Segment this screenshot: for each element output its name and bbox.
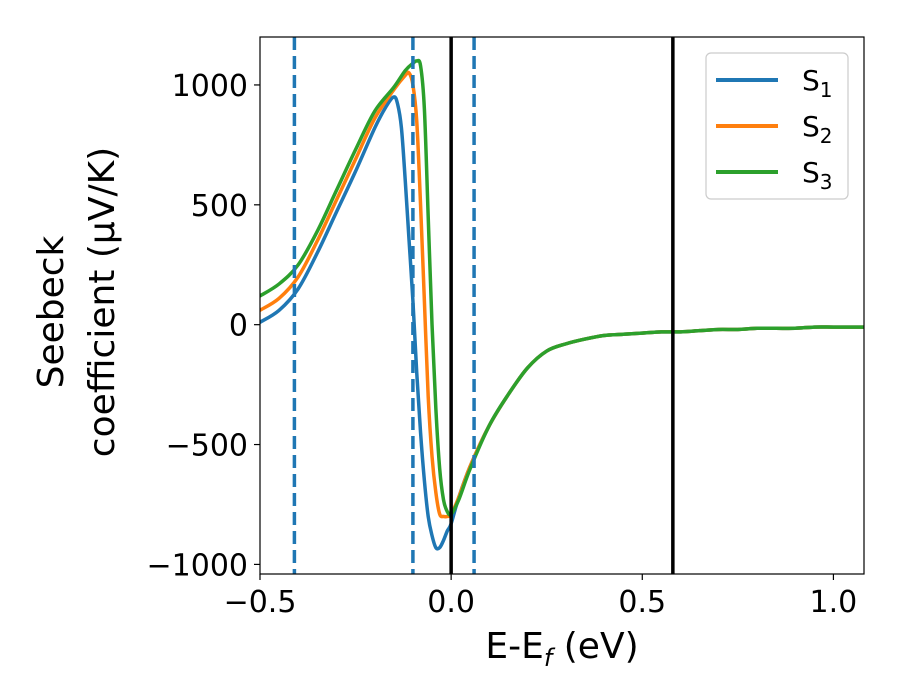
legend-label-s1: S1 bbox=[802, 64, 833, 102]
y-tick-label: 0 bbox=[229, 309, 248, 344]
y-axis-ticks: −1000 −500 0 500 1000 bbox=[147, 69, 260, 583]
x-axis-ticks: −0.5 0.0 0.5 1.0 bbox=[224, 574, 858, 620]
series-line-s3 bbox=[260, 58, 864, 517]
x-tick-label: 0.5 bbox=[618, 585, 666, 620]
y-tick-label: 500 bbox=[191, 189, 248, 224]
legend-label-s2: S2 bbox=[802, 110, 833, 148]
legend: S1 S2 S3 bbox=[705, 52, 849, 200]
plot-frame bbox=[259, 36, 865, 575]
x-tick-label: 0.0 bbox=[427, 585, 475, 620]
y-tick-label: −500 bbox=[166, 429, 248, 464]
x-tick-label: −0.5 bbox=[224, 585, 297, 620]
y-tick-label: −1000 bbox=[147, 548, 248, 583]
y-axis-label: Seebeck coefficient (μV/K) bbox=[31, 147, 123, 457]
reference-lines bbox=[292, 37, 675, 574]
x-axis-label: E-Ef (eV) bbox=[485, 626, 638, 672]
y-tick-label: 1000 bbox=[172, 69, 248, 104]
x-axis-label-main: E-E bbox=[485, 626, 543, 667]
y-axis-label-line1: Seebeck bbox=[31, 235, 72, 388]
legend-label-s3: S3 bbox=[802, 156, 833, 194]
x-axis-label-unit: (eV) bbox=[552, 626, 638, 667]
y-axis-label-line2: coefficient (μV/K) bbox=[82, 147, 123, 457]
x-tick-label: 1.0 bbox=[810, 585, 858, 620]
